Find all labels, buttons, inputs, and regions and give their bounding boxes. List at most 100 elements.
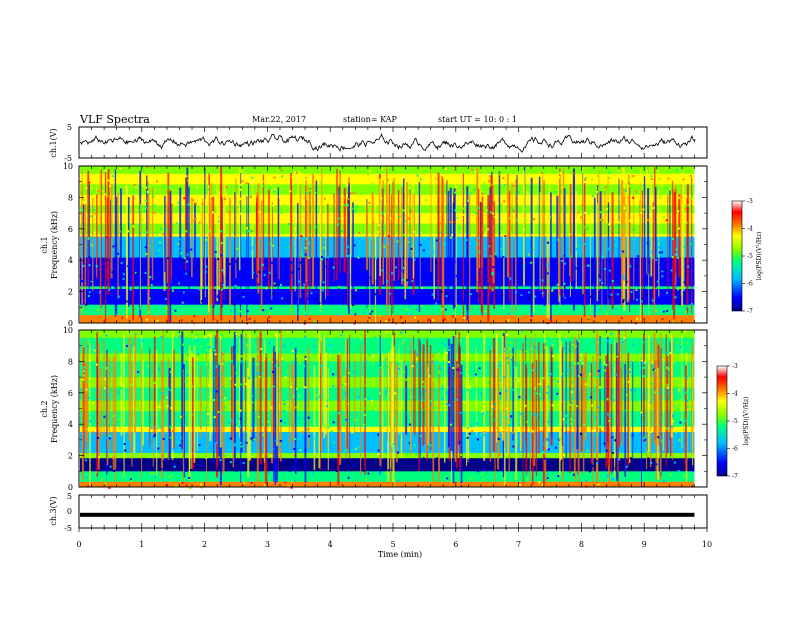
ch3-waveform-panel: 5 0 -5 ch.3(V) [49, 492, 708, 533]
spectrogram-speckle [432, 406, 435, 409]
spectrogram-speckle [196, 339, 199, 342]
spectrogram-streak [167, 172, 170, 323]
spectrogram-speckle [325, 265, 328, 268]
spectrogram-speckle [566, 420, 569, 423]
spectrogram-speckle [216, 467, 219, 470]
spectrogram-speckle [465, 239, 468, 242]
spectrogram-streak [428, 352, 431, 443]
spectrogram-streak [611, 192, 614, 310]
spectrogram-streak [231, 346, 233, 441]
colorbar-tick-label: -6 [732, 446, 738, 453]
spectrogram-speckle [591, 404, 594, 407]
spectrogram-speckle [515, 411, 518, 414]
spectrogram-speckle [453, 260, 456, 263]
spectrogram-speckle [430, 403, 433, 406]
spectrogram-speckle [90, 193, 93, 196]
spectrogram-speckle [280, 169, 283, 172]
spectrogram-speckle [571, 171, 574, 174]
spectrogram-speckle [372, 221, 375, 224]
spectrogram-streak [215, 330, 219, 478]
spectrogram-speckle [190, 364, 193, 367]
spectrogram-streak [478, 188, 480, 303]
spectrogram-streak [319, 195, 322, 312]
spectrogram-speckle [273, 188, 276, 191]
spectrogram-speckle [683, 281, 686, 284]
spectrogram-streak [382, 353, 384, 459]
spectrogram-streak [570, 363, 572, 459]
spectrogram-speckle [606, 339, 609, 342]
spectrogram-streak [538, 342, 540, 454]
spectrogram-speckle [106, 259, 109, 262]
spectrogram-speckle [576, 279, 579, 282]
spectrogram-speckle [601, 221, 604, 224]
spectrogram-speckle [216, 174, 219, 177]
spectrogram-speckle [271, 360, 274, 363]
spectrogram-speckle [307, 416, 310, 419]
spectrogram-speckle [490, 412, 493, 415]
spectrogram-streak [149, 348, 151, 447]
ch2-ylabel-channel: ch.2 [40, 400, 49, 417]
spectrogram-speckle [494, 418, 497, 421]
x-tick-label: 1 [139, 540, 144, 549]
spectrogram-speckle [147, 185, 150, 188]
spectrogram-speckle [684, 419, 687, 422]
spectrogram-speckle [431, 293, 434, 296]
spectrogram-speckle [663, 220, 666, 223]
spectrogram-speckle [198, 463, 201, 466]
ch1-ylabel-channel: ch.1 [40, 236, 49, 253]
spectrogram-speckle [490, 183, 493, 186]
spectrogram-speckle [410, 295, 413, 298]
spectrogram-speckle [594, 415, 597, 418]
spectrogram-streak [583, 356, 586, 438]
spectrogram-speckle [556, 261, 559, 264]
spectrogram-speckle [150, 471, 153, 474]
spectrogram-speckle [538, 383, 541, 386]
spectrogram-speckle [478, 367, 481, 370]
spectrogram-streak [319, 353, 322, 471]
spectrogram-speckle [538, 481, 541, 484]
spectrogram-streak [196, 358, 198, 452]
spectrogram-speckle [678, 439, 681, 442]
y-tick-label: 2 [68, 288, 73, 297]
spectrogram-speckle [82, 370, 85, 373]
spectrogram-streak [492, 337, 496, 452]
spectrogram-speckle [248, 317, 251, 320]
spectrogram-speckle [506, 357, 509, 360]
spectrogram-speckle [445, 403, 448, 406]
spectrogram-speckle [205, 456, 208, 459]
spectrogram-speckle [340, 230, 343, 233]
spectrogram-speckle [689, 392, 692, 395]
spectrogram-speckle [134, 271, 137, 274]
spectrogram-speckle [81, 208, 84, 211]
spectrogram-speckle [251, 401, 254, 404]
spectrogram-speckle [517, 191, 520, 194]
spectrogram-speckle [687, 197, 690, 200]
spectrogram-speckle [160, 258, 163, 261]
spectrogram-speckle [529, 371, 532, 374]
spectrogram-speckle [156, 319, 159, 322]
spectrogram-speckle [485, 432, 488, 435]
spectrogram-speckle [125, 344, 128, 347]
spectrogram-speckle [642, 208, 645, 211]
spectrogram-speckle [509, 226, 512, 229]
spectrogram-speckle [592, 464, 595, 467]
spectrogram-speckle [560, 186, 563, 189]
spectrogram-speckle [333, 481, 336, 484]
spectrogram-speckle [559, 401, 562, 404]
spectrogram-speckle [88, 264, 91, 267]
spectrogram-streak [682, 175, 685, 292]
spectrogram-speckle [377, 453, 380, 456]
spectrogram-speckle [87, 397, 90, 400]
spectrogram-speckle [149, 276, 152, 279]
spectrogram-streak [422, 344, 425, 447]
spectrogram-speckle [331, 254, 334, 257]
spectrogram-speckle [144, 206, 147, 209]
spectrogram-speckle [527, 253, 530, 256]
spectrogram-speckle [446, 386, 449, 389]
spectrogram-speckle [364, 426, 367, 429]
spectrogram-streak [290, 173, 293, 292]
spectrogram-speckle [217, 220, 220, 223]
spectrogram-speckle [651, 361, 654, 364]
spectrogram-streak [409, 190, 411, 285]
